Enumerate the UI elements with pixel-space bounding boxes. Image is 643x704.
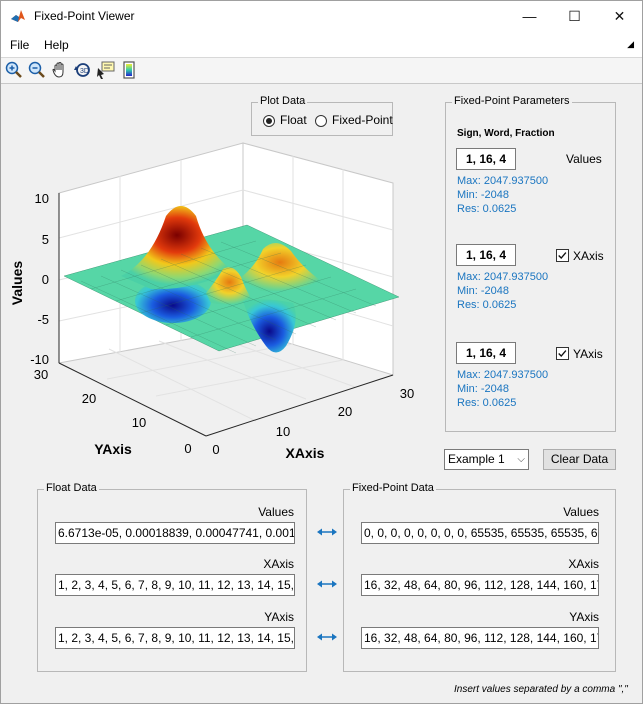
plot-data-title: Plot Data: [258, 95, 308, 107]
dock-arrow-icon[interactable]: ◢: [627, 39, 634, 49]
float-xaxis-label: XAxis: [263, 557, 294, 571]
fixed-xaxis-label: XAxis: [568, 557, 599, 571]
x-axis-label: XAxis: [286, 445, 325, 461]
y-tick-label: 0: [184, 441, 191, 456]
x-tick-label: 30: [400, 386, 414, 401]
sign-word-fraction-header: Sign, Word, Fraction: [457, 128, 555, 139]
colorbar-icon[interactable]: [119, 60, 139, 80]
fixed-point-radio[interactable]: [315, 115, 327, 127]
close-button[interactable]: ✕: [613, 8, 626, 24]
yaxis-max: Max: 2047.937500: [457, 369, 549, 381]
data-cursor-icon[interactable]: [96, 60, 116, 80]
float-yaxis-label: YAxis: [264, 610, 294, 624]
fixed-xaxis-input[interactable]: 16, 32, 48, 64, 80, 96, 112, 128, 144, 1…: [361, 574, 599, 596]
y-axis-label: YAxis: [94, 441, 132, 457]
xaxis-checkbox-label[interactable]: XAxis: [573, 249, 604, 263]
fixed-yaxis-label: YAxis: [569, 610, 599, 624]
xaxis-max: Max: 2047.937500: [457, 271, 549, 283]
menu-help[interactable]: Help: [44, 38, 69, 52]
z-tick-label: -10: [30, 352, 49, 367]
float-radio[interactable]: [263, 115, 275, 127]
example-dropdown-value: Example 1: [448, 452, 505, 466]
z-tick-labels: 10 5 0 -5 -10: [30, 191, 49, 367]
xaxis-res: Res: 0.0625: [457, 299, 517, 311]
xaxis-checkbox[interactable]: [556, 249, 569, 262]
values-min: Min: -2048: [457, 189, 509, 201]
y-tick-labels: 0 10 20 30: [34, 367, 192, 456]
float-values-input[interactable]: 6.6713e-05, 0.00018839, 0.00047741, 0.00…: [55, 522, 295, 544]
z-tick-label: 5: [42, 232, 49, 247]
float-yaxis-input[interactable]: 1, 2, 3, 4, 5, 6, 7, 8, 9, 10, 11, 12, 1…: [55, 627, 295, 649]
x-tick-label: 0: [212, 442, 219, 457]
chevron-down-icon: ⌵: [517, 454, 525, 465]
fixed-yaxis-input[interactable]: 16, 32, 48, 64, 80, 96, 112, 128, 144, 1…: [361, 627, 599, 649]
yaxis-convert-arrow-icon[interactable]: [317, 632, 337, 642]
xaxis-format-field[interactable]: 1, 16, 4: [456, 244, 516, 266]
fixed-point-radio-label[interactable]: Fixed-Point: [332, 113, 393, 127]
y-tick-label: 30: [34, 367, 48, 382]
values-convert-arrow-icon[interactable]: [317, 527, 337, 537]
z-tick-label: 10: [35, 191, 49, 206]
values-format-field[interactable]: 1, 16, 4: [456, 148, 516, 170]
values-res: Res: 0.0625: [457, 203, 517, 215]
fixed-point-parameters-title: Fixed-Point Parameters: [452, 95, 572, 107]
xaxis-min: Min: -2048: [457, 285, 509, 297]
matlab-logo-icon: [10, 8, 26, 24]
x-tick-label: 20: [338, 404, 352, 419]
pan-hand-icon[interactable]: [50, 60, 70, 80]
fixed-point-data-title: Fixed-Point Data: [350, 482, 436, 494]
float-xaxis-input[interactable]: 1, 2, 3, 4, 5, 6, 7, 8, 9, 10, 11, 12, 1…: [55, 574, 295, 596]
example-dropdown[interactable]: Example 1 ⌵: [444, 449, 529, 470]
maximize-button[interactable]: ☐: [568, 8, 581, 24]
float-data-title: Float Data: [44, 482, 99, 494]
fixed-values-label: Values: [563, 505, 599, 519]
zoom-out-icon[interactable]: [27, 60, 47, 80]
fixed-point-parameters-panel: Fixed-Point Parameters Sign, Word, Fract…: [445, 95, 616, 432]
input-hint: Insert values separated by a comma ",": [454, 684, 628, 695]
surface-plot[interactable]: 10 5 0 -5 -10 0 10 20 30 0 10 20 30 Valu…: [1, 86, 441, 471]
y-tick-label: 20: [82, 391, 96, 406]
yaxis-checkbox[interactable]: [556, 347, 569, 360]
svg-text:3D: 3D: [80, 68, 89, 75]
title-bar: Fixed-Point Viewer — ☐ ✕: [1, 1, 642, 31]
toolbar: 3D: [1, 58, 642, 84]
yaxis-format-field[interactable]: 1, 16, 4: [456, 342, 516, 364]
minimize-button[interactable]: —: [522, 8, 537, 24]
values-format-label: Values: [566, 152, 602, 166]
yaxis-checkbox-label[interactable]: YAxis: [573, 347, 603, 361]
menu-file[interactable]: File: [10, 38, 30, 52]
yaxis-min: Min: -2048: [457, 383, 509, 395]
z-tick-label: -5: [37, 312, 49, 327]
values-max: Max: 2047.937500: [457, 175, 549, 187]
z-tick-label: 0: [42, 272, 49, 287]
zoom-in-icon[interactable]: [4, 60, 24, 80]
xaxis-convert-arrow-icon[interactable]: [317, 579, 337, 589]
yaxis-res: Res: 0.0625: [457, 397, 517, 409]
z-axis-label: Values: [9, 261, 25, 306]
fixed-values-input[interactable]: 0, 0, 0, 0, 0, 0, 0, 0, 65535, 65535, 65…: [361, 522, 599, 544]
window-title: Fixed-Point Viewer: [34, 9, 135, 23]
x-tick-labels: 0 10 20 30: [212, 386, 414, 457]
fixed-point-data-panel: Fixed-Point Data Values 0, 0, 0, 0, 0, 0…: [343, 482, 616, 672]
plot-data-panel: Plot Data Float Fixed-Point: [251, 95, 393, 136]
surface-mesh: [63, 206, 400, 354]
rotate-3d-icon[interactable]: 3D: [73, 60, 93, 80]
clear-data-button[interactable]: Clear Data: [543, 449, 616, 470]
x-tick-label: 10: [276, 424, 290, 439]
menu-bar: File Help ◢: [1, 31, 642, 58]
y-tick-label: 10: [132, 415, 146, 430]
float-values-label: Values: [258, 505, 294, 519]
float-radio-label[interactable]: Float: [280, 113, 307, 127]
float-data-panel: Float Data Values 6.6713e-05, 0.00018839…: [37, 482, 307, 672]
